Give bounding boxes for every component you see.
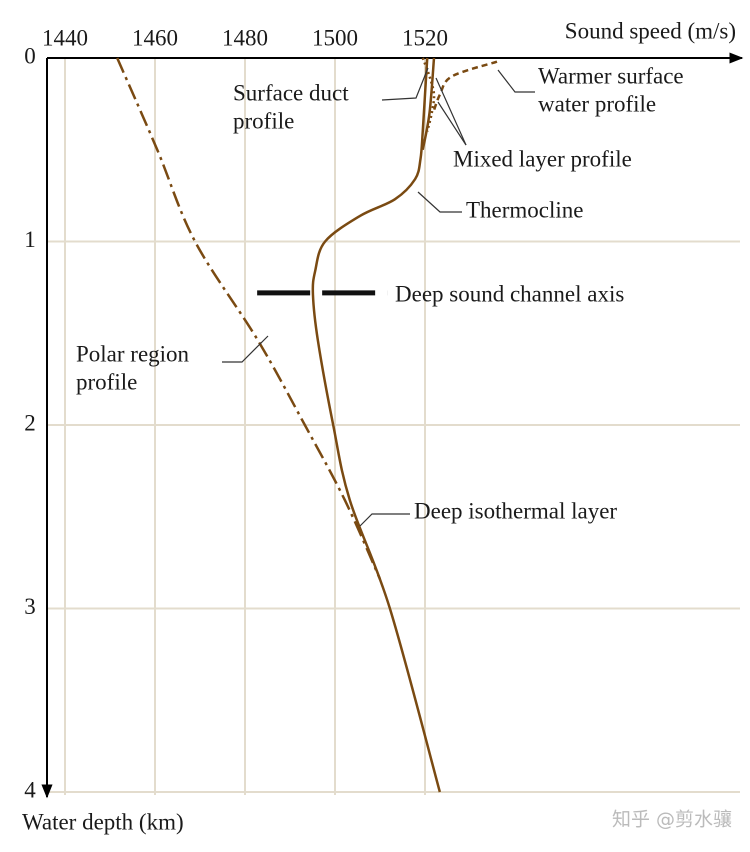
annotation: Deep isothermal layer xyxy=(414,498,617,523)
leader-line xyxy=(381,67,429,101)
x-axis-label: Sound speed (m/s) xyxy=(565,18,736,43)
leader-line xyxy=(497,69,535,93)
annotation: Surface duct xyxy=(233,80,349,105)
y-tick-label: 2 xyxy=(24,410,36,435)
y-tick-label: 1 xyxy=(24,227,36,252)
x-tick-label: 1480 xyxy=(222,25,268,50)
leader-line xyxy=(417,191,462,213)
annotation: Mixed layer profile xyxy=(453,146,632,171)
annotation: water profile xyxy=(538,91,656,116)
leader-line xyxy=(435,77,467,146)
leader-line xyxy=(359,513,410,527)
leader-line xyxy=(222,335,269,363)
y-tick-label: 4 xyxy=(24,777,36,802)
annotation: profile xyxy=(76,369,137,394)
x-tick-label: 1440 xyxy=(42,25,88,50)
profile-line xyxy=(116,57,382,580)
annotation: Thermocline xyxy=(466,197,584,222)
x-tick-label: 1520 xyxy=(402,25,448,50)
profile-line xyxy=(431,60,498,114)
annotation: profile xyxy=(233,108,294,133)
y-tick-label: 0 xyxy=(24,43,36,68)
annotation: Warmer surface xyxy=(538,63,684,88)
y-axis-label: Water depth (km) xyxy=(22,809,184,834)
x-tick-label: 1500 xyxy=(312,25,358,50)
grid xyxy=(47,57,740,795)
watermark: 知乎 @剪水骧 xyxy=(612,809,732,831)
profile-line xyxy=(421,57,436,150)
profile-line xyxy=(311,57,442,793)
y-tick-label: 3 xyxy=(24,594,36,619)
annotation: Deep sound channel axis xyxy=(395,281,624,306)
annotation: Polar region xyxy=(76,341,190,366)
leader-line xyxy=(437,101,467,146)
x-tick-label: 1460 xyxy=(132,25,178,50)
